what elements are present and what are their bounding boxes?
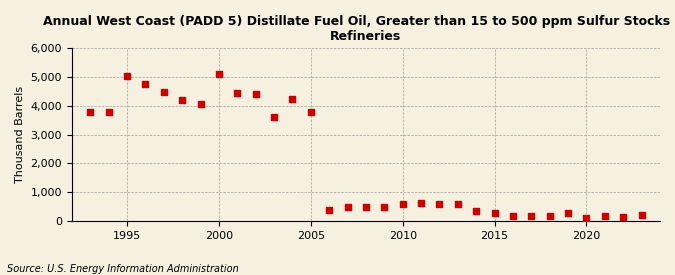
Point bbox=[563, 211, 574, 215]
Point bbox=[324, 208, 335, 212]
Point bbox=[360, 204, 371, 209]
Point bbox=[618, 214, 628, 219]
Point bbox=[637, 213, 647, 218]
Point bbox=[398, 202, 408, 206]
Point bbox=[159, 89, 169, 94]
Point bbox=[489, 211, 500, 215]
Point bbox=[305, 109, 316, 114]
Point bbox=[177, 98, 188, 102]
Point bbox=[269, 115, 279, 120]
Point bbox=[581, 216, 592, 220]
Point bbox=[452, 202, 463, 206]
Point bbox=[195, 102, 206, 107]
Point bbox=[250, 92, 261, 97]
Point bbox=[213, 72, 224, 76]
Point bbox=[599, 214, 610, 219]
Point bbox=[140, 82, 151, 87]
Point bbox=[122, 73, 132, 78]
Point bbox=[434, 202, 445, 206]
Point bbox=[103, 109, 114, 114]
Point bbox=[544, 214, 555, 219]
Point bbox=[287, 97, 298, 101]
Text: Source: U.S. Energy Information Administration: Source: U.S. Energy Information Administ… bbox=[7, 264, 238, 274]
Point bbox=[471, 209, 482, 213]
Point bbox=[232, 91, 243, 95]
Point bbox=[416, 201, 427, 206]
Point bbox=[508, 214, 518, 218]
Point bbox=[379, 205, 389, 209]
Point bbox=[526, 214, 537, 218]
Title: Annual West Coast (PADD 5) Distillate Fuel Oil, Greater than 15 to 500 ppm Sulfu: Annual West Coast (PADD 5) Distillate Fu… bbox=[43, 15, 675, 43]
Point bbox=[85, 109, 96, 114]
Point bbox=[342, 205, 353, 209]
Y-axis label: Thousand Barrels: Thousand Barrels bbox=[15, 86, 25, 183]
